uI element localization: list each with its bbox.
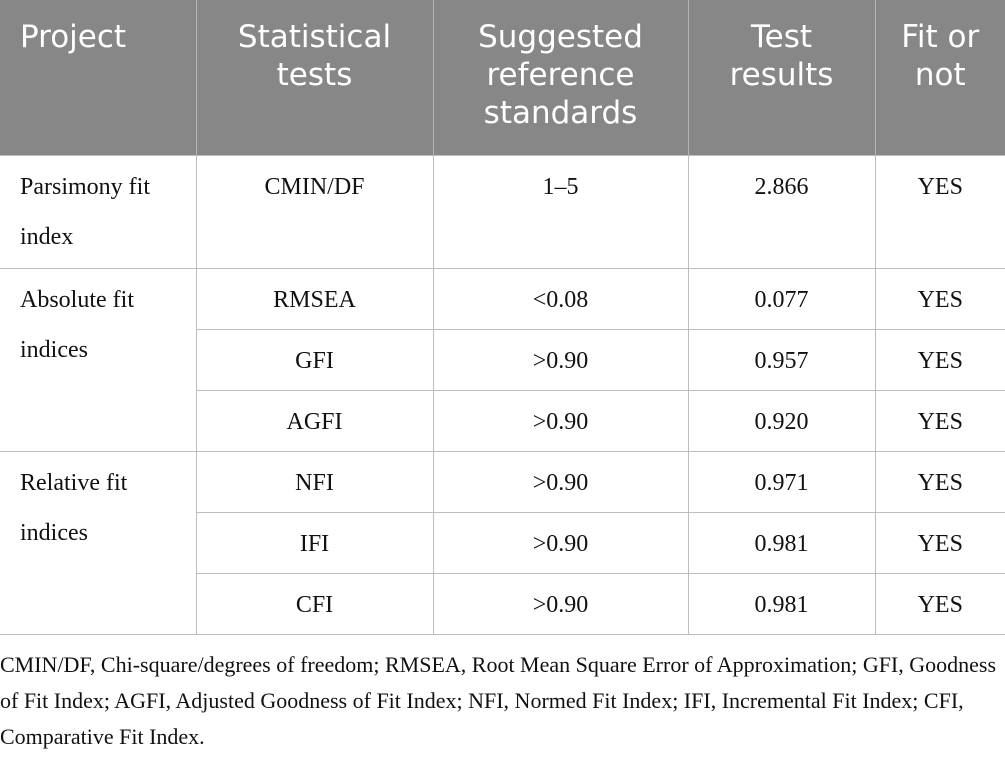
table-cell: YES <box>874 154 1005 269</box>
table-cell: 0.981 <box>687 572 876 635</box>
table-cell: AGFI <box>195 389 434 452</box>
table-row: CFI >0.90 0.981 YES <box>0 572 1005 635</box>
group-label: Parsimony fit index <box>0 154 197 269</box>
table-cell: >0.90 <box>432 450 689 513</box>
column-header: Project <box>0 0 196 155</box>
table-cell: YES <box>874 389 1005 452</box>
table-row: Absolute fit indices RMSEA <0.08 0.077 YES <box>0 267 1005 452</box>
table-cell: >0.90 <box>432 572 689 635</box>
table-cell: YES <box>874 267 1005 330</box>
table-row: IFI >0.90 0.981 YES <box>0 511 1005 574</box>
table-cell: 0.981 <box>687 511 876 574</box>
table-row: AGFI >0.90 0.920 YES <box>0 389 1005 452</box>
footnote: CMIN/DF, Chi-square/degrees of freedom; … <box>0 651 997 749</box>
table-cell: >0.90 <box>432 389 689 452</box>
table-cell: RMSEA <box>195 267 434 330</box>
table-row: Parsimony fit index CMIN/DF 1–5 2.866 YES <box>0 154 1005 269</box>
column-header: Fit or not <box>874 0 1005 155</box>
group-label: Absolute fit indices <box>0 267 197 452</box>
table-cell: IFI <box>195 511 434 574</box>
table-cell: YES <box>874 450 1005 513</box>
group-label: Relative fit indices <box>0 450 197 635</box>
table-cell: YES <box>874 572 1005 635</box>
column-header: Statistical tests <box>195 0 433 155</box>
fit-table: Project Statistical tests Suggested refere… <box>0 0 1005 635</box>
table-cell: 0.077 <box>687 267 876 330</box>
table-cell: >0.90 <box>432 328 689 391</box>
table-row: Relative fit indices NFI >0.90 0.971 YES <box>0 450 1005 635</box>
column-header: Test results <box>687 0 875 155</box>
table-cell: YES <box>874 511 1005 574</box>
table-body: Parsimony fit index CMIN/DF 1–5 2.866 YES Abs… <box>0 154 1005 635</box>
table-cell: 2.866 <box>687 154 876 269</box>
table-cell: 0.971 <box>687 450 876 513</box>
table-cell: CFI <box>195 572 434 635</box>
table-row: GFI >0.90 0.957 YES <box>0 328 1005 391</box>
table-cell: CMIN/DF <box>195 154 434 269</box>
table-cell: YES <box>874 328 1005 391</box>
table-cell: NFI <box>195 450 434 513</box>
header-row: Project Statistical tests Suggested refere… <box>0 0 1005 155</box>
table-cell: GFI <box>195 328 434 391</box>
table-cell: 0.920 <box>687 389 876 452</box>
column-header: Suggested reference standards <box>432 0 688 155</box>
table-cell: 1–5 <box>432 154 689 269</box>
table-cell: <0.08 <box>432 267 689 330</box>
table-cell: >0.90 <box>432 511 689 574</box>
table-cell: 0.957 <box>687 328 876 391</box>
